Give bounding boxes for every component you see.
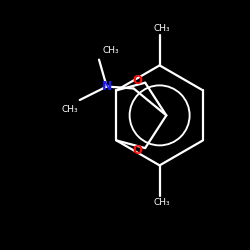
Text: CH₃: CH₃: [153, 198, 170, 207]
Text: CH₃: CH₃: [153, 24, 170, 33]
Text: O: O: [132, 144, 142, 156]
Text: CH₃: CH₃: [61, 105, 78, 114]
Text: N: N: [102, 80, 112, 93]
Text: O: O: [132, 74, 142, 87]
Text: CH₃: CH₃: [103, 46, 120, 55]
